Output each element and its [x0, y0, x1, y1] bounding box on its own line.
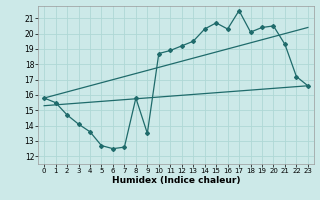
X-axis label: Humidex (Indice chaleur): Humidex (Indice chaleur): [112, 176, 240, 185]
